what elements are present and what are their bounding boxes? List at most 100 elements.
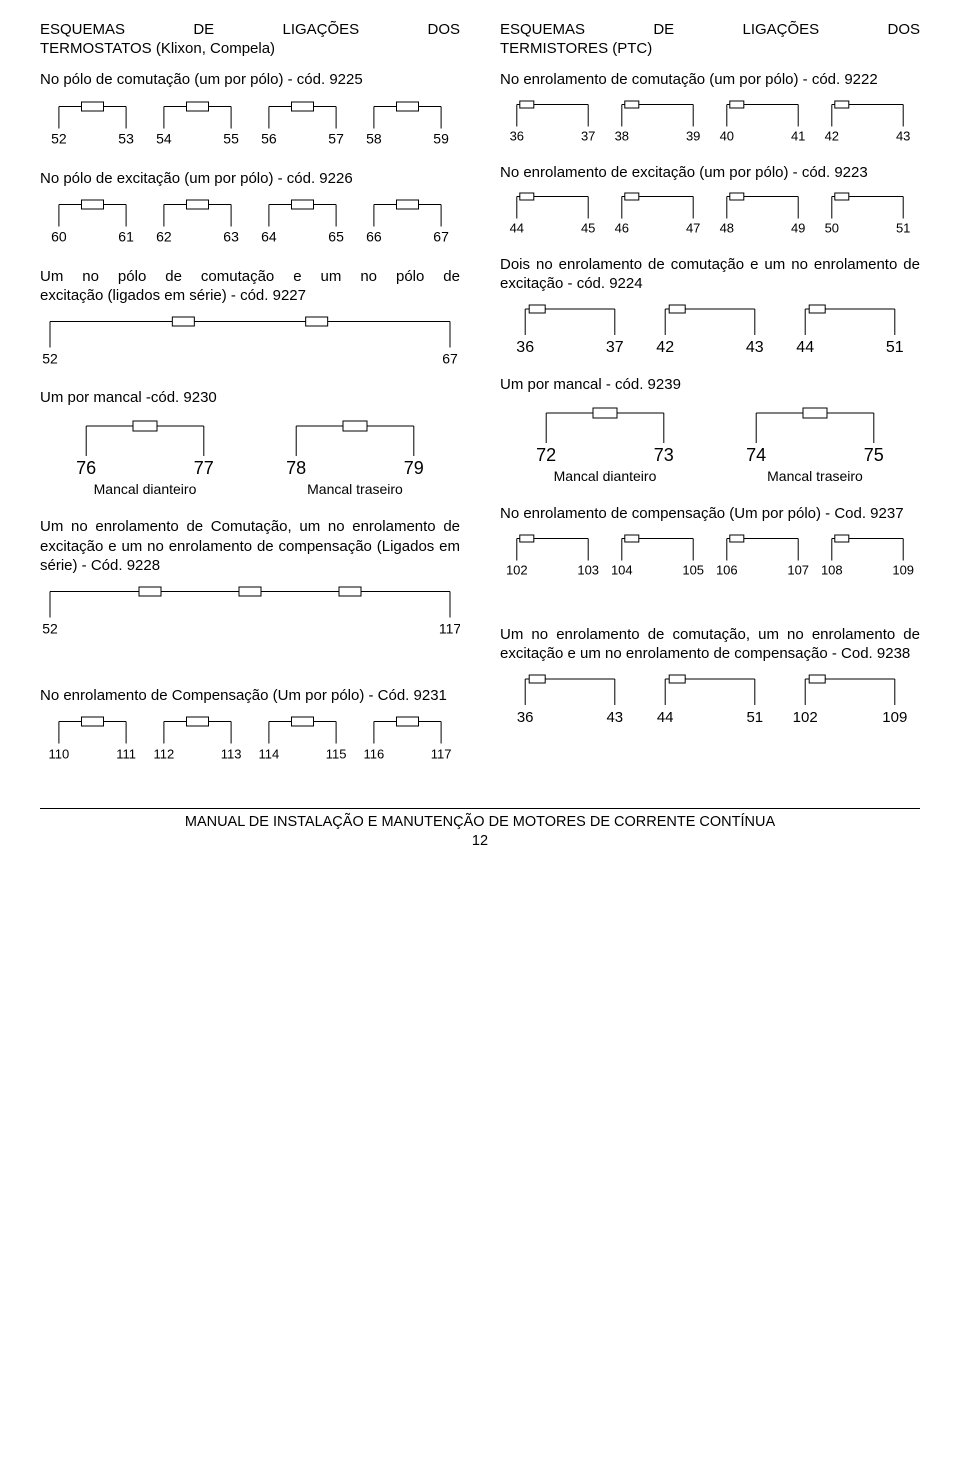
svg-text:116: 116	[364, 747, 385, 762]
footer-page-number: 12	[40, 832, 920, 851]
svg-text:45: 45	[581, 220, 595, 235]
svg-text:75: 75	[864, 445, 884, 465]
svg-text:54: 54	[156, 130, 172, 146]
svg-text:48: 48	[720, 220, 734, 235]
text-9226: No pólo de excitação (um por pólo) - cód…	[40, 169, 460, 188]
diagram-9224: 363742434451	[500, 299, 920, 363]
svg-text:Mancal traseiro: Mancal traseiro	[767, 468, 863, 484]
svg-text:102: 102	[793, 709, 818, 726]
svg-text:43: 43	[606, 709, 623, 726]
diagram-9226: 6061626364656667	[40, 194, 460, 255]
svg-text:59: 59	[433, 130, 449, 146]
diagram-9222: 3637383940414243	[500, 96, 920, 151]
svg-text:72: 72	[536, 445, 556, 465]
svg-text:44: 44	[796, 339, 814, 356]
svg-text:40: 40	[720, 128, 734, 143]
svg-text:43: 43	[746, 339, 764, 356]
svg-text:52: 52	[42, 351, 58, 367]
svg-text:106: 106	[716, 562, 738, 577]
svg-text:50: 50	[825, 220, 839, 235]
diagram-9230: 7677Mancal dianteiro7879Mancal traseiro	[40, 413, 460, 505]
svg-text:36: 36	[510, 128, 524, 143]
footer-text: MANUAL DE INSTALAÇÃO E MANUTENÇÃO DE MOT…	[40, 813, 920, 832]
svg-text:51: 51	[746, 709, 763, 726]
svg-text:61: 61	[118, 228, 134, 244]
svg-text:49: 49	[791, 220, 805, 235]
diagram-9228: 52 117	[40, 581, 460, 646]
svg-text:44: 44	[657, 709, 674, 726]
text-9224: Dois no enrolamento de comutação e um no…	[500, 255, 920, 293]
svg-text:38: 38	[615, 128, 629, 143]
svg-text:52: 52	[51, 130, 67, 146]
svg-text:66: 66	[366, 228, 382, 244]
svg-text:36: 36	[517, 709, 534, 726]
svg-text:46: 46	[615, 220, 629, 235]
svg-text:53: 53	[118, 130, 134, 146]
content-columns: ESQUEMAS DE LIGAÇÕES DOS TERMOSTATOS (Kl…	[40, 20, 920, 778]
right-title-l1: ESQUEMAS DE LIGAÇÕES DOS	[500, 20, 920, 39]
svg-text:41: 41	[791, 128, 805, 143]
svg-text:42: 42	[656, 339, 674, 356]
svg-text:79: 79	[404, 458, 424, 478]
left-title-l1: ESQUEMAS DE LIGAÇÕES DOS	[40, 20, 460, 39]
svg-text:51: 51	[896, 220, 910, 235]
diagram-9223: 44 45 46 47 48 49 50 51	[500, 188, 920, 243]
svg-text:102: 102	[506, 562, 528, 577]
svg-text:37: 37	[581, 128, 595, 143]
svg-text:62: 62	[156, 228, 172, 244]
text-9227-l1: Um no pólo de comutação e um no pólo de	[40, 267, 460, 286]
svg-text:57: 57	[328, 130, 344, 146]
text-9227-l2: excitação (ligados em série) - cód. 9227	[40, 286, 460, 305]
svg-text:111: 111	[116, 747, 136, 762]
svg-text:44: 44	[510, 220, 524, 235]
svg-text:110: 110	[49, 747, 70, 762]
svg-text:77: 77	[194, 458, 214, 478]
svg-text:52: 52	[42, 620, 58, 636]
svg-text:112: 112	[154, 747, 175, 762]
left-column: ESQUEMAS DE LIGAÇÕES DOS TERMOSTATOS (Kl…	[40, 20, 460, 778]
svg-text:115: 115	[326, 747, 347, 762]
diagram-9225: 5253545556575859	[40, 96, 460, 157]
svg-text:36: 36	[516, 339, 534, 356]
svg-text:103: 103	[577, 562, 599, 577]
text-9237: No enrolamento de compensação (Um por pó…	[500, 504, 920, 523]
svg-text:51: 51	[886, 339, 904, 356]
text-9239: Um por mancal - cód. 9239	[500, 375, 920, 394]
right-column: ESQUEMAS DE LIGAÇÕES DOS TERMISTORES (PT…	[500, 20, 920, 778]
text-9231: No enrolamento de Compensação (Um por pó…	[40, 686, 460, 705]
svg-text:39: 39	[686, 128, 700, 143]
svg-text:113: 113	[221, 747, 242, 762]
text-9225: No pólo de comutação (um por pólo) - cód…	[40, 70, 460, 89]
svg-text:107: 107	[787, 562, 809, 577]
footer-rule	[40, 808, 920, 809]
diagram-9237: 102103104105106107108109	[500, 530, 920, 585]
svg-text:114: 114	[259, 747, 280, 762]
svg-text:78: 78	[286, 458, 306, 478]
svg-text:67: 67	[442, 351, 458, 367]
svg-text:Mancal traseiro: Mancal traseiro	[307, 481, 403, 497]
svg-text:74: 74	[746, 445, 766, 465]
text-9222: No enrolamento de comutação (um por pólo…	[500, 70, 920, 89]
right-title-l2: TERMISTORES (PTC)	[500, 39, 920, 58]
svg-text:43: 43	[896, 128, 910, 143]
text-9230: Um por mancal -cód. 9230	[40, 388, 460, 407]
diagram-9239: 7273Mancal dianteiro7475Mancal traseiro	[500, 400, 920, 492]
left-title-l2: TERMOSTATOS (Klixon, Compela)	[40, 39, 460, 58]
page-footer: MANUAL DE INSTALAÇÃO E MANUTENÇÃO DE MOT…	[40, 808, 920, 850]
svg-text:105: 105	[682, 562, 704, 577]
svg-text:117: 117	[431, 747, 452, 762]
svg-text:60: 60	[51, 228, 67, 244]
svg-text:108: 108	[821, 562, 843, 577]
svg-text:65: 65	[328, 228, 344, 244]
svg-text:109: 109	[892, 562, 914, 577]
svg-text:73: 73	[654, 445, 674, 465]
svg-text:109: 109	[882, 709, 907, 726]
svg-text:76: 76	[76, 458, 96, 478]
diagram-9227: 52 67	[40, 311, 460, 376]
svg-text:117: 117	[439, 620, 460, 636]
svg-text:63: 63	[223, 228, 239, 244]
text-9238: Um no enrolamento de comutação, um no en…	[500, 625, 920, 663]
text-9228: Um no enrolamento de Comutação, um no en…	[40, 517, 460, 575]
diagram-9231: 110 111 112 113 114 115 116 117	[40, 711, 460, 772]
svg-text:47: 47	[686, 220, 700, 235]
